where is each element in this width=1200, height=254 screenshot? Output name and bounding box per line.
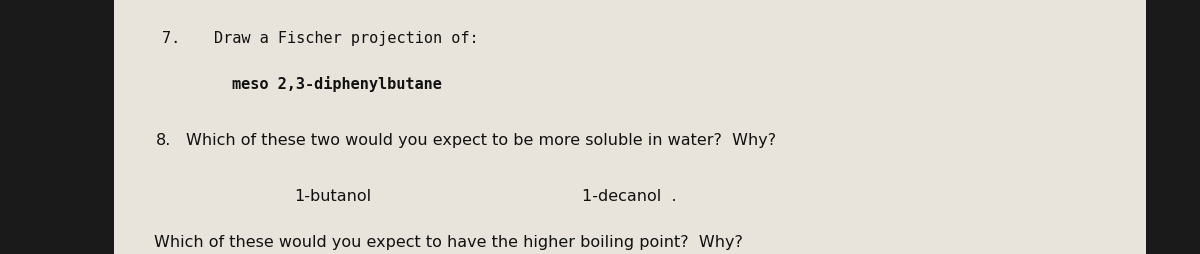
Text: Which of these two would you expect to be more soluble in water?  Why?: Which of these two would you expect to b… <box>186 132 776 147</box>
Text: 7.: 7. <box>162 30 180 45</box>
Bar <box>114 0 1146 254</box>
Text: Draw a Fischer projection of:: Draw a Fischer projection of: <box>214 30 479 45</box>
Text: 1-butanol: 1-butanol <box>294 188 371 203</box>
Text: 8.: 8. <box>156 132 172 147</box>
Text: 1-decanol  .: 1-decanol . <box>582 188 677 203</box>
Text: meso 2,3-diphenylbutane: meso 2,3-diphenylbutane <box>232 76 442 92</box>
Text: Which of these would you expect to have the higher boiling point?  Why?: Which of these would you expect to have … <box>154 234 743 249</box>
